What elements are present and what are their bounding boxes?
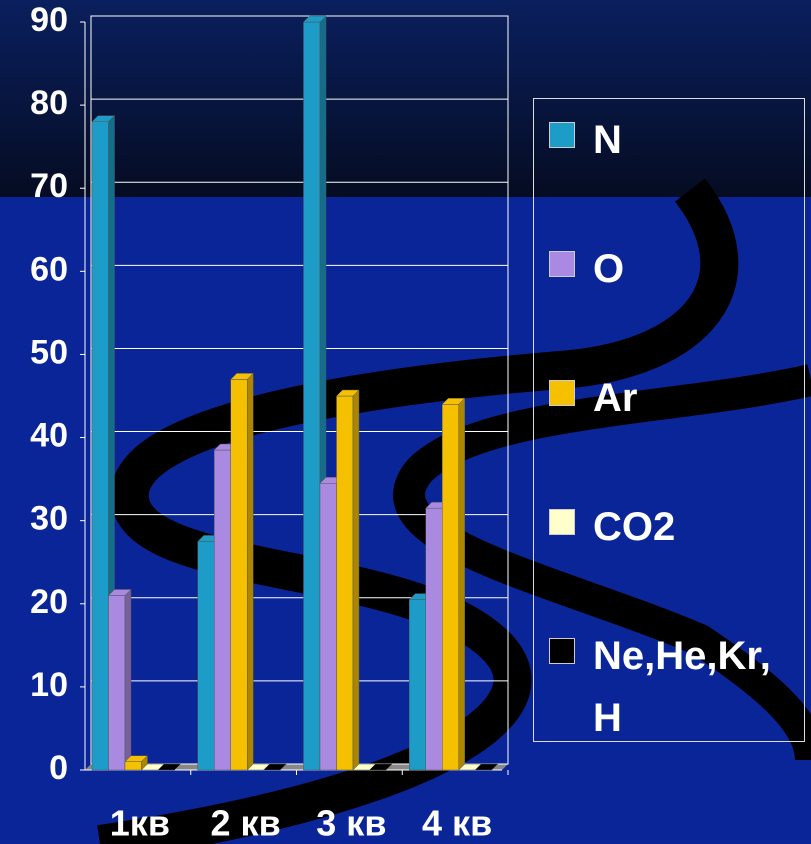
bar-front <box>125 762 142 770</box>
y-tick-label: 80 <box>30 84 68 122</box>
bar-front <box>214 450 231 770</box>
legend-entry: O <box>549 238 803 300</box>
y-tick-label: 30 <box>30 500 68 538</box>
bar-front <box>320 483 337 770</box>
bar <box>442 398 465 770</box>
y-tick-label: 40 <box>30 417 68 455</box>
y-tick-label: 50 <box>30 333 68 371</box>
bar-side <box>125 589 131 770</box>
legend-entry: Ne,He,Kr, H <box>549 625 803 749</box>
legend-label: Ar <box>593 367 803 429</box>
bar-front <box>198 541 215 770</box>
bar <box>231 373 254 770</box>
bar-front <box>304 22 321 770</box>
bar-front <box>231 379 248 770</box>
y-tick-label: 0 <box>49 749 68 787</box>
legend-swatch <box>549 122 575 148</box>
legend-swatch <box>549 251 575 277</box>
bar-front <box>337 396 354 770</box>
bar-front <box>442 404 459 770</box>
x-tick-label: 4 кв <box>422 803 492 844</box>
y-tick-label: 20 <box>30 583 68 621</box>
page: 0 10 20 30 40 50 60 70 80 90 1кв 2 кв 3 кв 4 кв N O Ar C… <box>0 0 811 844</box>
bar-side <box>247 373 253 770</box>
bar-front <box>92 122 109 770</box>
legend-label: N <box>593 109 803 171</box>
x-tick-label: 3 кв <box>316 803 386 844</box>
y-tick-label: 60 <box>30 250 68 288</box>
bar-front <box>109 595 126 770</box>
legend-label: Ne,He,Kr, H <box>593 625 803 749</box>
legend-entry: N <box>549 109 803 171</box>
y-tick-label: 90 <box>30 1 68 39</box>
x-tick-label: 1кв <box>110 803 170 844</box>
y-tick-label: 70 <box>30 167 68 205</box>
bar <box>337 390 360 770</box>
bar-side <box>459 398 465 770</box>
bar-front <box>409 600 426 770</box>
bar <box>109 589 132 770</box>
bar-front <box>426 508 443 770</box>
legend-label: CO2 <box>593 496 803 558</box>
y-tick-label: 10 <box>30 666 68 704</box>
legend-label: O <box>593 238 803 300</box>
legend-swatch <box>549 380 575 406</box>
legend-entry: Ar <box>549 367 803 429</box>
x-tick-label: 2 кв <box>211 803 281 844</box>
legend-entry: CO2 <box>549 496 803 558</box>
legend-swatch <box>549 509 575 535</box>
legend-swatch <box>549 638 575 664</box>
bar-side <box>353 390 359 770</box>
